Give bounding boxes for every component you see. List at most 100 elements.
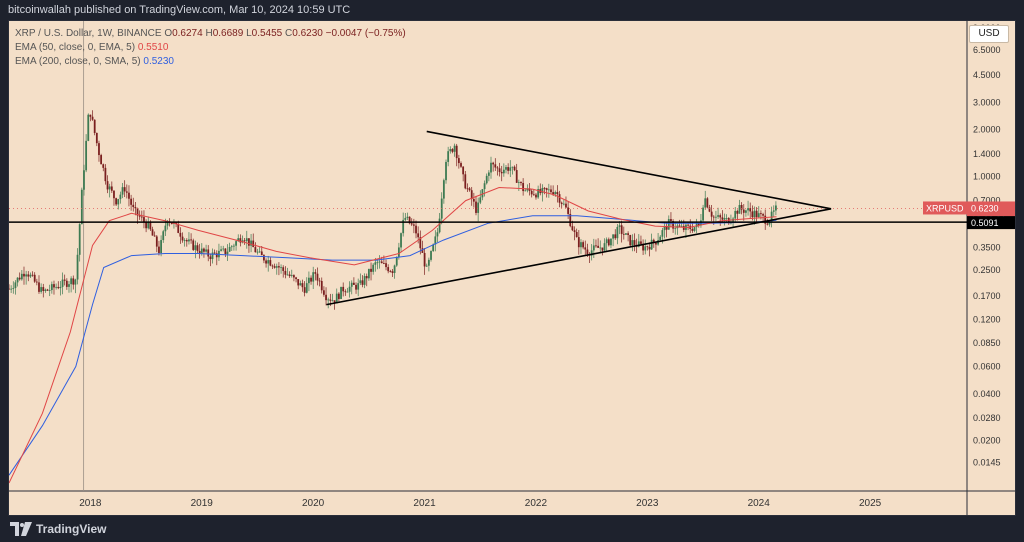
candle-body[interactable] xyxy=(211,252,214,260)
candle-body[interactable] xyxy=(158,246,160,253)
candle-body[interactable] xyxy=(230,246,233,248)
candle-body[interactable] xyxy=(571,226,574,231)
candle-body[interactable] xyxy=(601,247,604,251)
candle-body[interactable] xyxy=(200,248,203,254)
candle-body[interactable] xyxy=(46,289,49,291)
candle-body[interactable] xyxy=(425,265,428,267)
candle-body[interactable] xyxy=(140,216,143,218)
candle-body[interactable] xyxy=(95,132,98,144)
candle-body[interactable] xyxy=(372,264,375,272)
candle-body[interactable] xyxy=(417,233,420,238)
candle-body[interactable] xyxy=(209,256,212,260)
candle-body[interactable] xyxy=(248,238,250,246)
candle-body[interactable] xyxy=(526,188,529,191)
candle-body[interactable] xyxy=(712,216,715,218)
candle-body[interactable] xyxy=(678,225,681,227)
candle-body[interactable] xyxy=(438,218,441,233)
candle-body[interactable] xyxy=(121,187,124,195)
candle-body[interactable] xyxy=(586,249,589,255)
candle-body[interactable] xyxy=(25,274,28,277)
candle-body[interactable] xyxy=(479,197,482,203)
candle-body[interactable] xyxy=(742,209,745,213)
candle-body[interactable] xyxy=(528,188,531,191)
candle-body[interactable] xyxy=(395,256,398,266)
candle-body[interactable] xyxy=(573,230,576,233)
candle-body[interactable] xyxy=(20,273,23,280)
candle-body[interactable] xyxy=(490,162,492,173)
candle-body[interactable] xyxy=(179,232,182,237)
candle-body[interactable] xyxy=(181,236,184,241)
candle-body[interactable] xyxy=(119,194,122,200)
candle-body[interactable] xyxy=(280,267,282,269)
candle-body[interactable] xyxy=(130,198,133,205)
candle-body[interactable] xyxy=(224,248,227,255)
candle-body[interactable] xyxy=(329,299,332,301)
candle-body[interactable] xyxy=(252,240,255,248)
candle-body[interactable] xyxy=(380,261,383,264)
candle-body[interactable] xyxy=(500,171,503,174)
candle-body[interactable] xyxy=(575,232,578,238)
candle-body[interactable] xyxy=(76,254,79,280)
candle-body[interactable] xyxy=(295,277,297,280)
candle-body[interactable] xyxy=(470,190,473,199)
candle-body[interactable] xyxy=(42,287,45,291)
candle-body[interactable] xyxy=(453,145,456,152)
candle-body[interactable] xyxy=(50,284,53,291)
candle-body[interactable] xyxy=(727,217,730,224)
candle-body[interactable] xyxy=(614,234,617,239)
candle-body[interactable] xyxy=(751,211,754,218)
candle-body[interactable] xyxy=(762,214,764,216)
candle-body[interactable] xyxy=(607,239,610,246)
candle-body[interactable] xyxy=(194,245,197,250)
candle-body[interactable] xyxy=(680,225,683,227)
candle-body[interactable] xyxy=(511,166,514,168)
candle-body[interactable] xyxy=(175,222,177,224)
candle-body[interactable] xyxy=(455,145,458,159)
candle-body[interactable] xyxy=(558,194,561,203)
candle-body[interactable] xyxy=(599,247,602,249)
candle-body[interactable] xyxy=(331,300,334,302)
currency-button[interactable]: USD xyxy=(969,25,1009,43)
candle-body[interactable] xyxy=(134,206,137,209)
candle-body[interactable] xyxy=(556,192,559,195)
candle-body[interactable] xyxy=(9,288,10,290)
candle-body[interactable] xyxy=(237,238,240,242)
candle-body[interactable] xyxy=(350,282,353,287)
candle-body[interactable] xyxy=(753,210,756,218)
candle-body[interactable] xyxy=(485,175,488,184)
candle-body[interactable] xyxy=(318,280,321,282)
candle-body[interactable] xyxy=(29,274,32,277)
candle-body[interactable] xyxy=(768,222,771,225)
candle-body[interactable] xyxy=(220,249,222,251)
candle-body[interactable] xyxy=(466,188,469,190)
candle-body[interactable] xyxy=(70,278,73,285)
candle-body[interactable] xyxy=(483,183,486,190)
candle-body[interactable] xyxy=(239,238,242,243)
candle-body[interactable] xyxy=(110,186,113,191)
candle-body[interactable] xyxy=(477,202,480,213)
candle-body[interactable] xyxy=(552,192,555,195)
candle-body[interactable] xyxy=(61,279,64,287)
candle-body[interactable] xyxy=(674,228,677,230)
candle-body[interactable] xyxy=(721,217,724,220)
candle-body[interactable] xyxy=(397,247,400,257)
candle-body[interactable] xyxy=(457,158,460,164)
candle-body[interactable] xyxy=(717,215,719,217)
candle-body[interactable] xyxy=(183,240,186,241)
candle-body[interactable] xyxy=(263,255,265,261)
candle-body[interactable] xyxy=(85,140,88,171)
candle-body[interactable] xyxy=(117,199,120,205)
candle-body[interactable] xyxy=(736,210,739,214)
candle-body[interactable] xyxy=(233,245,235,247)
candle-body[interactable] xyxy=(554,192,557,195)
candle-body[interactable] xyxy=(91,116,94,120)
candle-body[interactable] xyxy=(502,169,505,174)
candle-body[interactable] xyxy=(445,161,447,181)
candle-body[interactable] xyxy=(590,250,593,256)
candle-body[interactable] xyxy=(346,291,349,293)
candle-body[interactable] xyxy=(320,281,323,291)
candle-body[interactable] xyxy=(648,246,651,250)
candle-body[interactable] xyxy=(605,239,608,244)
candle-body[interactable] xyxy=(545,188,548,190)
candle-body[interactable] xyxy=(468,188,471,191)
